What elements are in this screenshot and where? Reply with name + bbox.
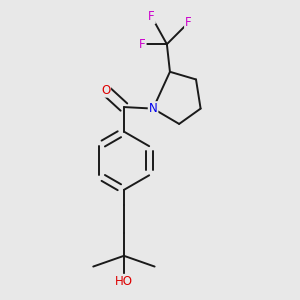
Text: N: N	[149, 102, 158, 115]
Text: F: F	[148, 10, 155, 23]
Text: F: F	[185, 16, 192, 29]
Text: O: O	[101, 84, 110, 97]
Text: F: F	[139, 38, 146, 51]
Text: HO: HO	[115, 275, 133, 288]
